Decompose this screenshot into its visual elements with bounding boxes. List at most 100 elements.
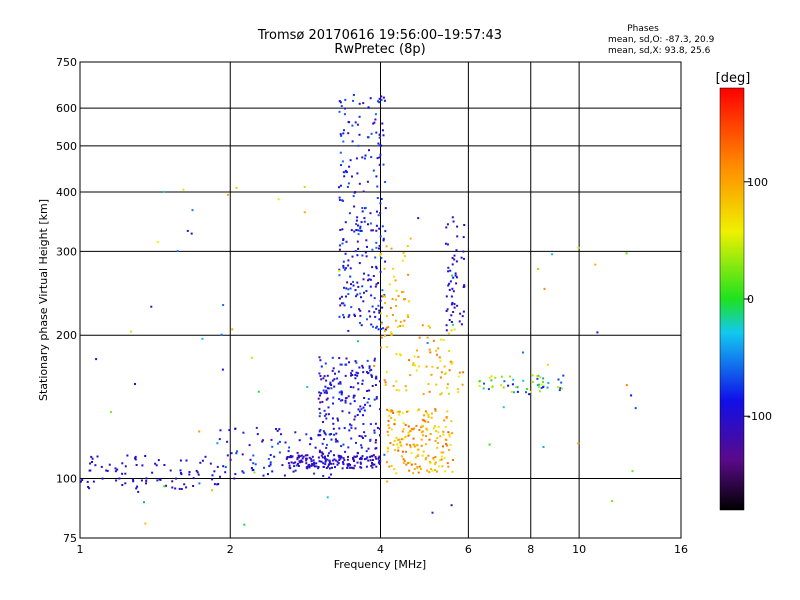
data-point [456, 225, 459, 228]
data-point [457, 391, 460, 394]
data-point [424, 458, 427, 461]
data-point [358, 410, 361, 413]
data-point [352, 386, 355, 389]
data-point [354, 289, 357, 292]
data-point [353, 455, 356, 458]
data-point [354, 377, 357, 380]
data-point [449, 444, 452, 446]
data-point [364, 251, 367, 254]
data-point [412, 362, 415, 365]
data-point [324, 459, 327, 462]
data-point [151, 471, 154, 474]
data-point [427, 421, 430, 424]
data-point [408, 469, 411, 472]
data-point [522, 379, 525, 382]
data-point [349, 466, 352, 469]
data-point [318, 460, 321, 463]
data-point [438, 459, 441, 462]
data-point [560, 387, 563, 390]
data-point [134, 455, 137, 458]
data-point [344, 374, 347, 377]
data-point [86, 480, 89, 483]
data-point [213, 483, 216, 486]
data-point [368, 149, 370, 152]
data-point [350, 306, 353, 309]
data-point [297, 462, 299, 465]
data-point [323, 409, 326, 412]
data-point [341, 399, 344, 402]
data-point [296, 458, 299, 461]
data-point [325, 398, 328, 401]
data-point [428, 438, 431, 441]
data-point [378, 97, 381, 100]
data-point [354, 191, 357, 193]
data-point [455, 249, 458, 252]
data-point [362, 278, 365, 281]
data-point [324, 385, 327, 388]
data-point [435, 349, 437, 352]
data-point [174, 487, 177, 490]
data-point [542, 386, 545, 389]
data-point [355, 157, 358, 160]
data-point [324, 455, 326, 458]
data-point [416, 349, 418, 352]
data-point [226, 454, 229, 457]
data-point [276, 429, 279, 432]
data-point [361, 254, 364, 257]
data-point [356, 374, 359, 377]
data-point [488, 376, 491, 379]
data-point [556, 386, 559, 389]
data-point [136, 485, 139, 488]
data-point [377, 214, 380, 217]
data-point [363, 397, 366, 399]
data-point [312, 459, 315, 462]
data-point [510, 390, 513, 393]
data-point [339, 381, 342, 384]
data-point [537, 374, 540, 377]
data-point [216, 483, 219, 486]
data-point [377, 328, 380, 331]
data-point [418, 429, 421, 431]
data-point [341, 160, 344, 163]
data-point [428, 348, 431, 351]
data-point [525, 391, 527, 394]
data-point [340, 302, 343, 305]
data-point [462, 310, 465, 313]
data-point [288, 446, 291, 449]
data-point [359, 314, 362, 317]
data-point [378, 460, 381, 463]
data-point [143, 501, 145, 504]
data-point [360, 458, 363, 461]
data-point [327, 413, 330, 416]
data-point [330, 462, 332, 465]
data-point [140, 479, 143, 482]
data-point [375, 224, 378, 227]
data-point [370, 464, 373, 467]
data-point [402, 462, 405, 464]
data-point [338, 459, 341, 461]
data-point [453, 328, 456, 331]
data-point [444, 470, 447, 473]
data-point [144, 455, 147, 457]
data-point [185, 459, 188, 462]
data-point [91, 461, 93, 463]
data-point [154, 462, 157, 465]
data-point [315, 465, 318, 468]
data-point [381, 129, 384, 132]
data-point [330, 473, 332, 476]
data-point [542, 377, 545, 380]
data-point [278, 440, 281, 443]
data-point [327, 465, 329, 468]
data-point [420, 426, 423, 429]
data-point [374, 455, 377, 458]
colorbar [719, 87, 745, 511]
data-point [444, 373, 447, 375]
data-point [322, 421, 324, 423]
data-point [197, 473, 200, 476]
data-point [375, 246, 378, 249]
colorbar-tick-label: 100 [747, 176, 768, 189]
data-point [345, 287, 348, 290]
data-point [395, 380, 398, 383]
data-point [458, 371, 461, 374]
data-point [364, 403, 366, 406]
